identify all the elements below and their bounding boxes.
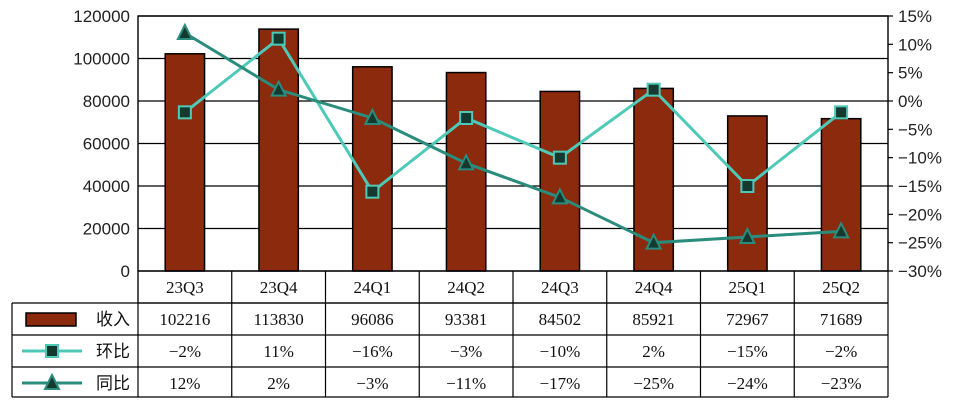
data-label: −2% — [825, 342, 857, 361]
data-label: 2% — [267, 374, 290, 393]
bar-24Q2 — [445, 71, 487, 272]
line-同比 — [184, 31, 842, 245]
legend-key-marker-环比 — [45, 344, 59, 358]
data-table: 23Q3 23Q4 24Q1 24Q2 24Q3 24Q4 25Q1 25Q2 收入 102216… — [11, 271, 889, 398]
data-label: 96086 — [351, 310, 394, 329]
category-label: 24Q3 — [541, 278, 579, 297]
point-环比-23Q4 — [271, 31, 286, 46]
data-label: 102216 — [159, 310, 210, 329]
point-环比-23Q3 — [177, 105, 192, 120]
data-label: 113830 — [253, 310, 303, 329]
point-环比-25Q1 — [740, 179, 755, 193]
data-label: −23% — [821, 374, 862, 393]
bars — [164, 28, 862, 272]
data-label: 85921 — [632, 310, 675, 329]
point-同比-24Q2 — [457, 153, 475, 171]
point-同比-25Q2 — [832, 221, 850, 239]
category-label: 24Q1 — [353, 278, 391, 297]
data-label: −3% — [450, 342, 482, 361]
legend-key-marker-同比 — [43, 372, 61, 390]
right-tick-label: 5% — [898, 64, 923, 83]
right-tick-label: −25% — [898, 234, 942, 253]
category-label: 23Q4 — [260, 278, 298, 297]
category-label: 24Q4 — [635, 278, 673, 297]
right-tick-label: −20% — [898, 205, 942, 224]
right-tick-label: −10% — [898, 149, 942, 168]
data-label: −24% — [727, 374, 768, 393]
lines — [176, 22, 850, 250]
data-label: 72967 — [726, 310, 769, 329]
point-同比-24Q1 — [363, 107, 381, 125]
left-tick-label: 0 — [121, 262, 130, 281]
point-环比-24Q3 — [552, 150, 567, 165]
category-label: 25Q2 — [822, 278, 860, 297]
axes: 0 20000 40000 60000 80000 100000 120000 15% 10% 5… — [73, 7, 942, 281]
bar-25Q2 — [820, 117, 862, 272]
right-tick-label: −15% — [898, 177, 942, 196]
data-label: −11% — [446, 374, 486, 393]
data-label: −2% — [169, 342, 201, 361]
point-环比-25Q2 — [834, 105, 849, 120]
data-label: −15% — [727, 342, 768, 361]
series-name: 收入 — [96, 310, 130, 329]
series-name: 环比 — [96, 342, 130, 361]
data-label: −17% — [540, 374, 581, 393]
point-环比-24Q4 — [646, 82, 661, 97]
right-tick-label: 15% — [898, 7, 932, 26]
point-环比-24Q2 — [459, 111, 474, 125]
right-tick-label: 10% — [898, 35, 932, 54]
category-label: 24Q2 — [447, 278, 485, 297]
data-label: −3% — [356, 374, 388, 393]
grid-lines — [138, 15, 888, 272]
right-tick-label: −5% — [898, 120, 933, 139]
point-环比-24Q1 — [365, 184, 380, 199]
series-name: 同比 — [96, 374, 130, 393]
data-label: 2% — [642, 342, 665, 361]
category-label: 23Q3 — [166, 278, 204, 297]
left-tick-label: 100000 — [73, 50, 130, 69]
bar-25Q1 — [726, 115, 768, 272]
data-label: 93381 — [445, 310, 488, 329]
data-label: 11% — [263, 342, 294, 361]
data-label: −16% — [352, 342, 393, 361]
line-环比 — [183, 36, 843, 194]
data-label: 12% — [169, 374, 200, 393]
legend-key-收入 — [25, 312, 77, 327]
right-tick-label: 0% — [898, 92, 923, 111]
right-tick-label: −30% — [898, 262, 942, 281]
data-label: 84502 — [539, 310, 582, 329]
data-label: −10% — [540, 342, 581, 361]
left-tick-label: 80000 — [83, 92, 130, 111]
bar-23Q3 — [164, 53, 206, 272]
category-label: 25Q1 — [728, 278, 766, 297]
point-同比-23Q4 — [270, 79, 288, 97]
bar-23Q4 — [258, 28, 300, 272]
left-tick-label: 20000 — [83, 220, 130, 239]
data-label: 71689 — [820, 310, 863, 329]
point-同比-24Q4 — [645, 232, 663, 250]
point-同比-23Q3 — [176, 22, 194, 40]
point-同比-25Q1 — [738, 226, 756, 244]
left-tick-label: 40000 — [83, 177, 130, 196]
left-tick-label: 60000 — [83, 135, 130, 154]
left-tick-label: 120000 — [73, 7, 130, 26]
point-同比-24Q3 — [551, 187, 569, 205]
bar-24Q3 — [539, 90, 581, 272]
data-label: −25% — [633, 374, 674, 393]
